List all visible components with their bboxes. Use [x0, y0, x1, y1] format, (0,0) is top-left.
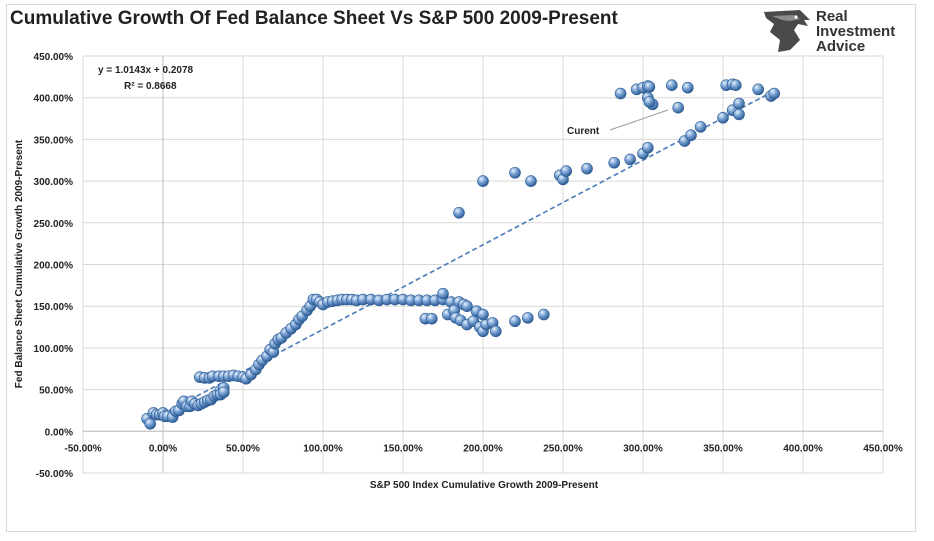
y-axis-title: Fed Balance Sheet Cumulative Growth 2009…: [14, 139, 25, 388]
data-point: [509, 315, 521, 328]
y-tick-label: 400.00%: [34, 94, 74, 105]
trendline-r2: R² = 0.8668: [124, 81, 177, 92]
data-point: [672, 101, 685, 114]
data-point: [144, 417, 156, 430]
data-point: [729, 79, 742, 91]
x-tick-label: 300.00%: [623, 443, 663, 454]
y-tick-label: 50.00%: [39, 386, 73, 397]
y-tick-label: 250.00%: [34, 219, 74, 230]
data-point: [537, 308, 550, 321]
y-tick-label: 100.00%: [34, 344, 74, 355]
data-point: [643, 96, 656, 108]
data-point: [641, 141, 654, 154]
data-points: [141, 78, 781, 430]
data-point: [614, 87, 627, 100]
tick-labels: -50.00% 0.00% 50.00% 100.00% 150.00% 200.00% 2…: [34, 52, 903, 480]
y-tick-label: 150.00%: [34, 302, 74, 313]
data-point: [218, 386, 230, 398]
data-point: [489, 325, 502, 338]
data-point: [665, 79, 678, 91]
gridlines: [82, 55, 884, 474]
current-annotation-leader: [609, 109, 669, 131]
chart-title: Cumulative Growth Of Fed Balance Sheet V…: [10, 8, 618, 29]
x-tick-label: 450.00%: [863, 443, 903, 454]
logo-text-line3: Advice: [816, 38, 866, 55]
y-tick-label: 200.00%: [34, 261, 74, 272]
data-point: [681, 81, 694, 94]
data-point: [624, 153, 637, 166]
data-point: [581, 162, 593, 175]
logo: Real Investment Advice: [760, 6, 910, 54]
data-point: [477, 175, 489, 187]
data-point: [425, 312, 438, 325]
data-point: [643, 81, 656, 93]
x-tick-label: 150.00%: [383, 443, 423, 454]
y-tick-label: 350.00%: [34, 135, 74, 146]
data-point: [509, 166, 521, 179]
x-tick-label: 200.00%: [463, 443, 503, 454]
data-point: [717, 111, 729, 124]
x-axis-title: S&P 500 Index Cumulative Growth 2009-Pre…: [370, 480, 599, 491]
y-tick-label: -50.00%: [36, 469, 73, 480]
x-tick-label: 250.00%: [543, 443, 583, 454]
data-point: [560, 165, 573, 177]
data-point: [453, 206, 465, 219]
data-point: [768, 87, 781, 100]
y-tick-label: 300.00%: [34, 177, 74, 188]
trendline-equation: y = 1.0143x + 0.2078: [98, 65, 194, 76]
x-tick-label: 350.00%: [703, 443, 743, 454]
data-point: [608, 156, 621, 169]
data-point: [733, 97, 745, 110]
trendline-group: [146, 90, 775, 424]
eagle-head-icon: [764, 10, 810, 52]
x-tick-label: 400.00%: [783, 443, 823, 454]
y-tick-label: 0.00%: [45, 427, 73, 438]
data-point: [525, 175, 537, 187]
data-point: [752, 83, 765, 96]
data-point: [521, 312, 534, 324]
trendline: [146, 90, 775, 424]
y-tick-label: 450.00%: [34, 52, 74, 63]
x-tick-label: 100.00%: [303, 443, 343, 454]
logo-text-line1: Real: [816, 8, 848, 25]
current-annotation-label: Curent: [567, 126, 600, 137]
data-point: [461, 300, 473, 313]
data-point: [477, 308, 489, 321]
data-point: [733, 108, 745, 121]
chart-frame: [6, 4, 916, 532]
data-point: [685, 129, 697, 142]
logo-text-line2: Investment: [816, 23, 896, 40]
x-tick-label: 50.00%: [226, 443, 260, 454]
x-tick-label: 0.00%: [149, 443, 177, 454]
data-point: [437, 287, 449, 300]
data-point: [694, 121, 707, 133]
x-tick-label: -50.00%: [64, 443, 101, 454]
